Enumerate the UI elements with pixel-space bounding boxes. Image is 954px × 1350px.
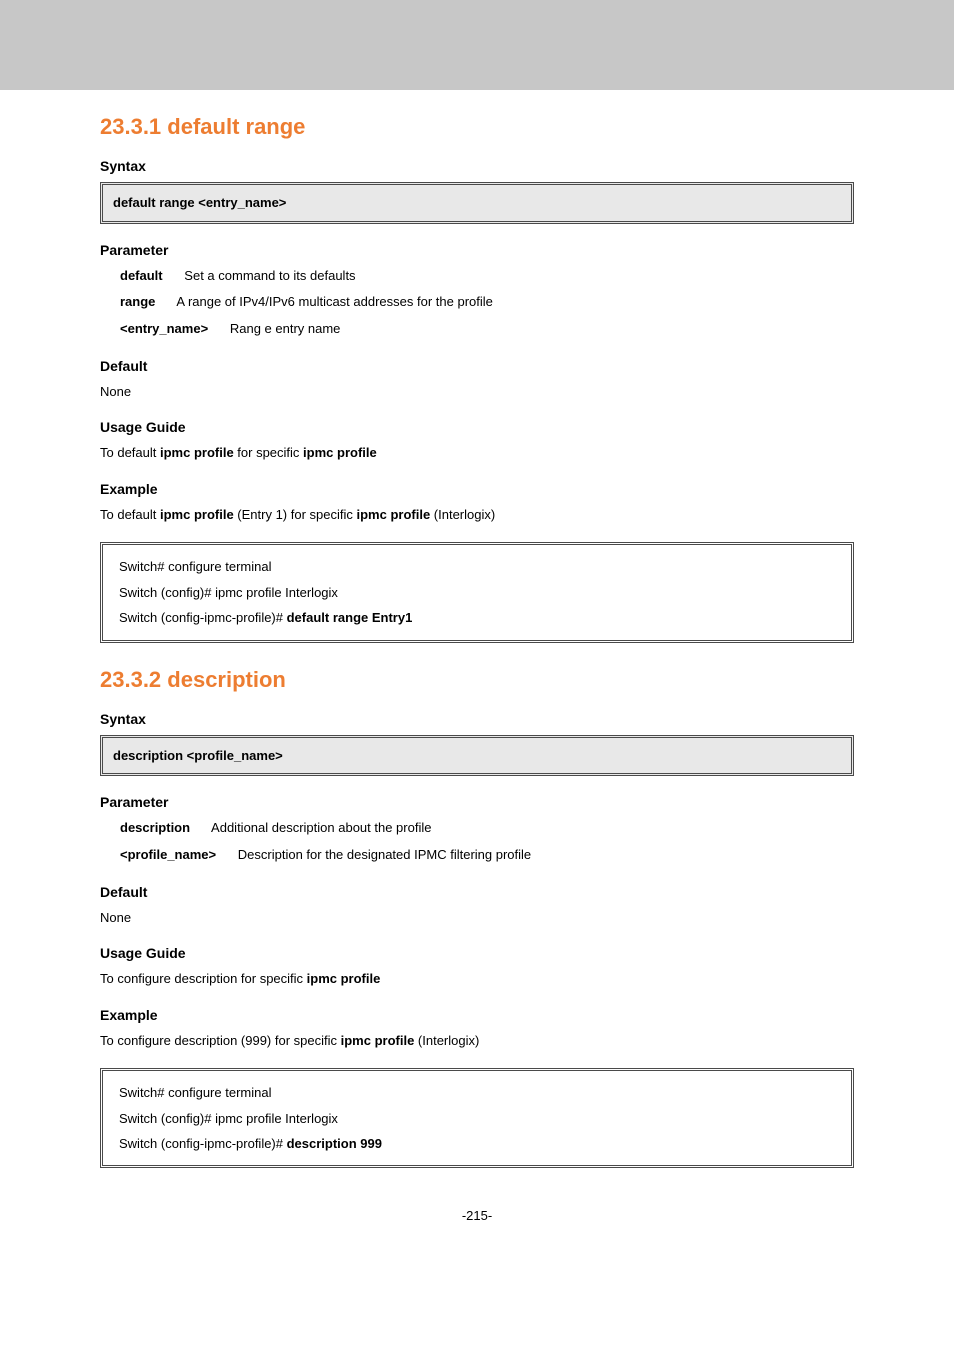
example-text: To configure description (999) for speci…: [100, 1033, 341, 1048]
default-body-2: None: [100, 908, 854, 928]
usage-bold: ipmc profile: [160, 445, 234, 460]
param-key: description: [120, 820, 190, 835]
example-bold: ipmc profile: [341, 1033, 415, 1048]
param-key: range: [120, 294, 155, 309]
param-desc: A range of IPv4/IPv6 multicast addresses…: [176, 294, 493, 309]
syntax-box-2: description <profile_name>: [100, 735, 854, 777]
usage-text: To configure description for specific: [100, 971, 307, 986]
example-text: (Interlogix): [414, 1033, 479, 1048]
example-text: (Entry 1) for specific: [234, 507, 357, 522]
example-line-bold: description 999: [283, 1136, 382, 1151]
page-header-banner: [0, 0, 954, 90]
default-heading-1: Default: [100, 358, 854, 374]
param-key: <entry_name>: [120, 321, 208, 336]
example-text: (Interlogix): [430, 507, 495, 522]
example-line: Switch# configure terminal: [119, 555, 835, 578]
example-line: Switch (config-ipmc-profile)# default ra…: [119, 606, 835, 629]
usage-heading-1: Usage Guide: [100, 419, 854, 435]
usage-body-1: To default ipmc profile for specific ipm…: [100, 443, 854, 463]
example-heading-1: Example: [100, 481, 854, 497]
example-bold: ipmc profile: [160, 507, 234, 522]
param-row: description Additional description about…: [120, 818, 854, 839]
section-title-1: 23.3.1 default range: [100, 114, 854, 140]
param-row: <entry_name> Rang e entry name: [120, 319, 854, 340]
example-bold: ipmc profile: [357, 507, 431, 522]
parameter-heading-2: Parameter: [100, 794, 854, 810]
syntax-box-1: default range <entry_name>: [100, 182, 854, 224]
syntax-text-1: default range <entry_name>: [113, 195, 286, 210]
param-desc: Set a command to its defaults: [184, 268, 355, 283]
example-desc-2: To configure description (999) for speci…: [100, 1031, 854, 1051]
usage-body-2: To configure description for specific ip…: [100, 969, 854, 989]
param-row: default Set a command to its defaults: [120, 266, 854, 287]
usage-heading-2: Usage Guide: [100, 945, 854, 961]
example-line: Switch (config)# ipmc profile Interlogix: [119, 581, 835, 604]
syntax-heading-1: Syntax: [100, 158, 854, 174]
example-line-bold: default range Entry1: [283, 610, 412, 625]
example-box-1: Switch# configure terminal Switch (confi…: [100, 542, 854, 642]
usage-bold: ipmc profile: [307, 971, 381, 986]
example-line: Switch (config-ipmc-profile)# descriptio…: [119, 1132, 835, 1155]
param-key: <profile_name>: [120, 847, 216, 862]
syntax-heading-2: Syntax: [100, 711, 854, 727]
section-title-2: 23.3.2 description: [100, 667, 854, 693]
page-number: -215-: [100, 1208, 854, 1223]
example-box-2: Switch# configure terminal Switch (confi…: [100, 1068, 854, 1168]
param-row: <profile_name> Description for the desig…: [120, 845, 854, 866]
example-line: Switch# configure terminal: [119, 1081, 835, 1104]
example-heading-2: Example: [100, 1007, 854, 1023]
example-line: Switch (config)# ipmc profile Interlogix: [119, 1107, 835, 1130]
usage-bold: ipmc profile: [303, 445, 377, 460]
default-heading-2: Default: [100, 884, 854, 900]
param-desc: Additional description about the profile: [211, 820, 431, 835]
usage-text: for specific: [234, 445, 303, 460]
param-row: range A range of IPv4/IPv6 multicast add…: [120, 292, 854, 313]
example-desc-1: To default ipmc profile (Entry 1) for sp…: [100, 505, 854, 525]
example-line-text: Switch (config-ipmc-profile)#: [119, 610, 283, 625]
parameter-heading-1: Parameter: [100, 242, 854, 258]
param-key: default: [120, 268, 163, 283]
default-body-1: None: [100, 382, 854, 402]
param-desc: Description for the designated IPMC filt…: [238, 847, 531, 862]
param-desc: Rang e entry name: [230, 321, 341, 336]
usage-text: To default: [100, 445, 160, 460]
syntax-text-2: description <profile_name>: [113, 748, 283, 763]
example-text: To default: [100, 507, 160, 522]
example-line-text: Switch (config-ipmc-profile)#: [119, 1136, 283, 1151]
